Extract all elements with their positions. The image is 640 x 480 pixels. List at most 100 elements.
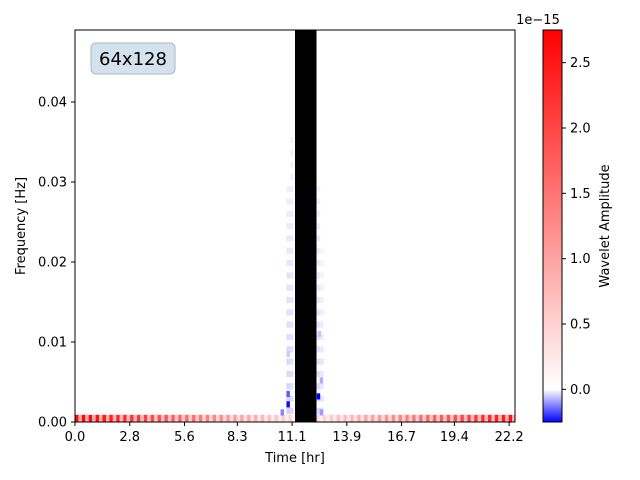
- x-tick-label: 0.0: [65, 430, 86, 445]
- heatmap-cell: [229, 414, 234, 422]
- heatmap-cell: [340, 414, 344, 422]
- heatmap-cell: [491, 414, 495, 422]
- heatmap-cell: [333, 414, 337, 422]
- heatmap-cell: [116, 414, 120, 422]
- colorbar: [542, 29, 563, 423]
- heatmap-cell: [460, 414, 464, 422]
- heatmap-cell: [505, 414, 509, 422]
- y-axis-label: Frequency [Hz]: [14, 177, 29, 275]
- heatmap-cell: [405, 414, 409, 422]
- heatmap-cell: [164, 414, 168, 422]
- heatmap-cell: [289, 395, 294, 402]
- heatmap-cell: [320, 260, 324, 267]
- heatmap-cell: [289, 407, 294, 414]
- heatmap-cell: [260, 414, 265, 422]
- heatmap-cell: [147, 414, 151, 422]
- heatmap-cell: [226, 414, 230, 422]
- heatmap-cell: [316, 260, 321, 267]
- heatmap-cell: [174, 414, 179, 422]
- heatmap-cell: [316, 321, 321, 328]
- heatmap-cell: [78, 414, 82, 422]
- heatmap-cell: [222, 414, 227, 422]
- heatmap-cell: [286, 395, 290, 402]
- heatmap-cell: [247, 414, 251, 422]
- heatmap-cell: [171, 414, 175, 422]
- heatmap-cell: [178, 414, 182, 422]
- heatmap-cell: [286, 296, 290, 304]
- heatmap-cell: [289, 383, 294, 390]
- heatmap-cell: [320, 383, 324, 390]
- heatmap-cell: [316, 198, 321, 205]
- heatmap-cell: [329, 414, 334, 422]
- x-tick-label: 13.9: [332, 430, 361, 445]
- heatmap-cell: [326, 414, 330, 422]
- x-tick-label: 2.8: [119, 430, 140, 445]
- heatmap-cell: [319, 414, 323, 422]
- heatmap-cell: [316, 407, 321, 414]
- heatmap-cell: [470, 414, 475, 422]
- heatmap-cell: [286, 260, 290, 267]
- heatmap-cell: [415, 414, 420, 422]
- heatmap-cell: [289, 198, 294, 205]
- heatmap-cell: [195, 414, 199, 422]
- heatmap-cell: [185, 414, 189, 422]
- heatmap-cell: [240, 414, 244, 422]
- heatmap-cell: [286, 358, 290, 365]
- heatmap-cell: [316, 370, 321, 378]
- heatmap-cell: [346, 414, 351, 422]
- x-axis-label: Time [hr]: [264, 451, 325, 466]
- heatmap-cell: [133, 414, 137, 422]
- heatmap-cell: [167, 414, 172, 422]
- heatmap-cell: [353, 414, 358, 422]
- heatmap-cell: [274, 414, 279, 422]
- heatmap-cell: [286, 223, 290, 230]
- heatmap-cell: [286, 401, 290, 408]
- heatmap-cell: [436, 414, 440, 422]
- colorbar-tick-label: 1.5: [570, 187, 591, 202]
- heatmap-cell: [112, 414, 117, 422]
- x-tick-label: 5.6: [174, 430, 195, 445]
- heatmap-cell: [281, 414, 285, 422]
- heatmap-cell: [88, 414, 93, 422]
- heatmap-cell: [512, 414, 516, 422]
- x-axis-ticks: 0.0 2.8 5.6 8.3 11.1 13.9 16.7 19.4 22.2: [65, 422, 524, 445]
- y-tick-label: 0.03: [38, 176, 67, 191]
- heatmap-cell: [316, 235, 321, 242]
- heatmap-cell: [357, 414, 361, 422]
- heatmap-cell: [316, 272, 321, 279]
- heatmap-cell: [286, 333, 290, 341]
- heatmap-cell: [320, 296, 324, 304]
- heatmap-cell: [286, 370, 290, 378]
- heatmap-cell: [267, 414, 272, 422]
- heatmap-cell: [288, 414, 292, 422]
- heatmap-cell: [81, 414, 86, 422]
- heatmap-cell: [181, 414, 186, 422]
- heatmap-cell: [412, 414, 416, 422]
- heatmap-cell: [481, 414, 485, 422]
- heatmap-cell: [289, 296, 294, 304]
- heatmap-cell: [286, 272, 290, 279]
- heatmap-cell: [92, 414, 96, 422]
- heatmap-cell: [426, 414, 430, 422]
- heatmap-cell: [205, 414, 210, 422]
- heatmap-cell: [75, 414, 79, 422]
- heatmap-cell: [264, 414, 268, 422]
- heatmap-cell: [316, 223, 321, 230]
- heatmap-cell: [198, 414, 203, 422]
- y-tick-label: 0.02: [38, 256, 67, 271]
- heatmap-cell: [453, 414, 458, 422]
- heatmap-cell: [388, 414, 392, 422]
- heatmap-cell: [446, 414, 451, 422]
- heatmap-cell: [320, 395, 324, 402]
- heatmap-cell: [319, 377, 324, 384]
- heatmap-cell: [320, 370, 324, 378]
- colorbar-label: Wavelet Amplitude: [598, 164, 613, 287]
- heatmap-cell: [253, 414, 258, 422]
- heatmap-cell: [286, 186, 290, 193]
- heatmap-cell: [289, 235, 294, 242]
- heatmap-cell: [289, 333, 294, 341]
- heatmap-cell: [140, 414, 144, 422]
- heatmap-cell: [384, 414, 389, 422]
- heatmap-cell: [143, 414, 148, 422]
